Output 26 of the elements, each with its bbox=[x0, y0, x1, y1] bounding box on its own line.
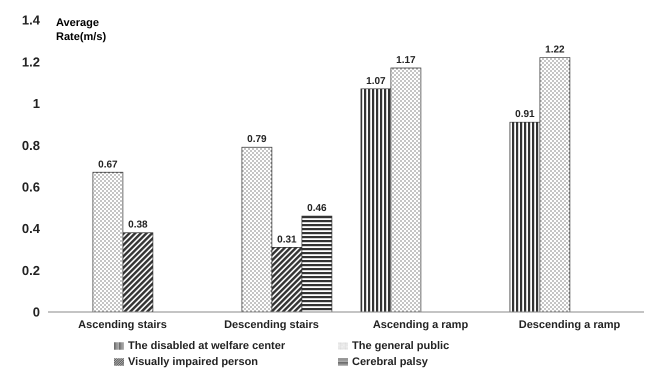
data-label: 1.22 bbox=[545, 44, 566, 56]
legend-label: Cerebral palsy bbox=[352, 355, 429, 370]
x-tick-label: Descending stairs bbox=[224, 318, 319, 331]
legend-label: Visually impaired person bbox=[128, 355, 260, 370]
y-tick-label: 0 bbox=[32, 304, 40, 320]
x-tick-label: Ascending a ramp bbox=[372, 318, 468, 331]
y-tick-label: 0.4 bbox=[22, 221, 41, 236]
data-label: 1.17 bbox=[396, 54, 416, 66]
legend-label: The general public bbox=[352, 339, 450, 354]
data-label: 0.79 bbox=[247, 134, 268, 146]
y-tick-label: 1.2 bbox=[22, 54, 40, 70]
y-tick-label: 0.8 bbox=[22, 138, 40, 153]
data-label: 0.67 bbox=[98, 159, 118, 170]
legend-label: The disabled at welfare center bbox=[128, 339, 286, 354]
data-label: 0.46 bbox=[307, 203, 328, 214]
data-label: 1.07 bbox=[366, 76, 386, 87]
x-tick-label: Descending a ramp bbox=[518, 318, 621, 331]
y-tick-label: 1 bbox=[32, 96, 40, 112]
y-tick-label: 0.6 bbox=[22, 179, 40, 194]
y-tick-label: 1.4 bbox=[22, 12, 41, 28]
data-label: 0.31 bbox=[277, 234, 298, 246]
y-tick-label: 0.2 bbox=[22, 262, 40, 278]
data-label: 0.91 bbox=[515, 109, 536, 120]
y-axis-title: Average Rate(m/s) bbox=[56, 16, 108, 44]
data-label: 0.38 bbox=[128, 220, 148, 231]
x-tick-label: Ascending stairs bbox=[78, 318, 167, 331]
